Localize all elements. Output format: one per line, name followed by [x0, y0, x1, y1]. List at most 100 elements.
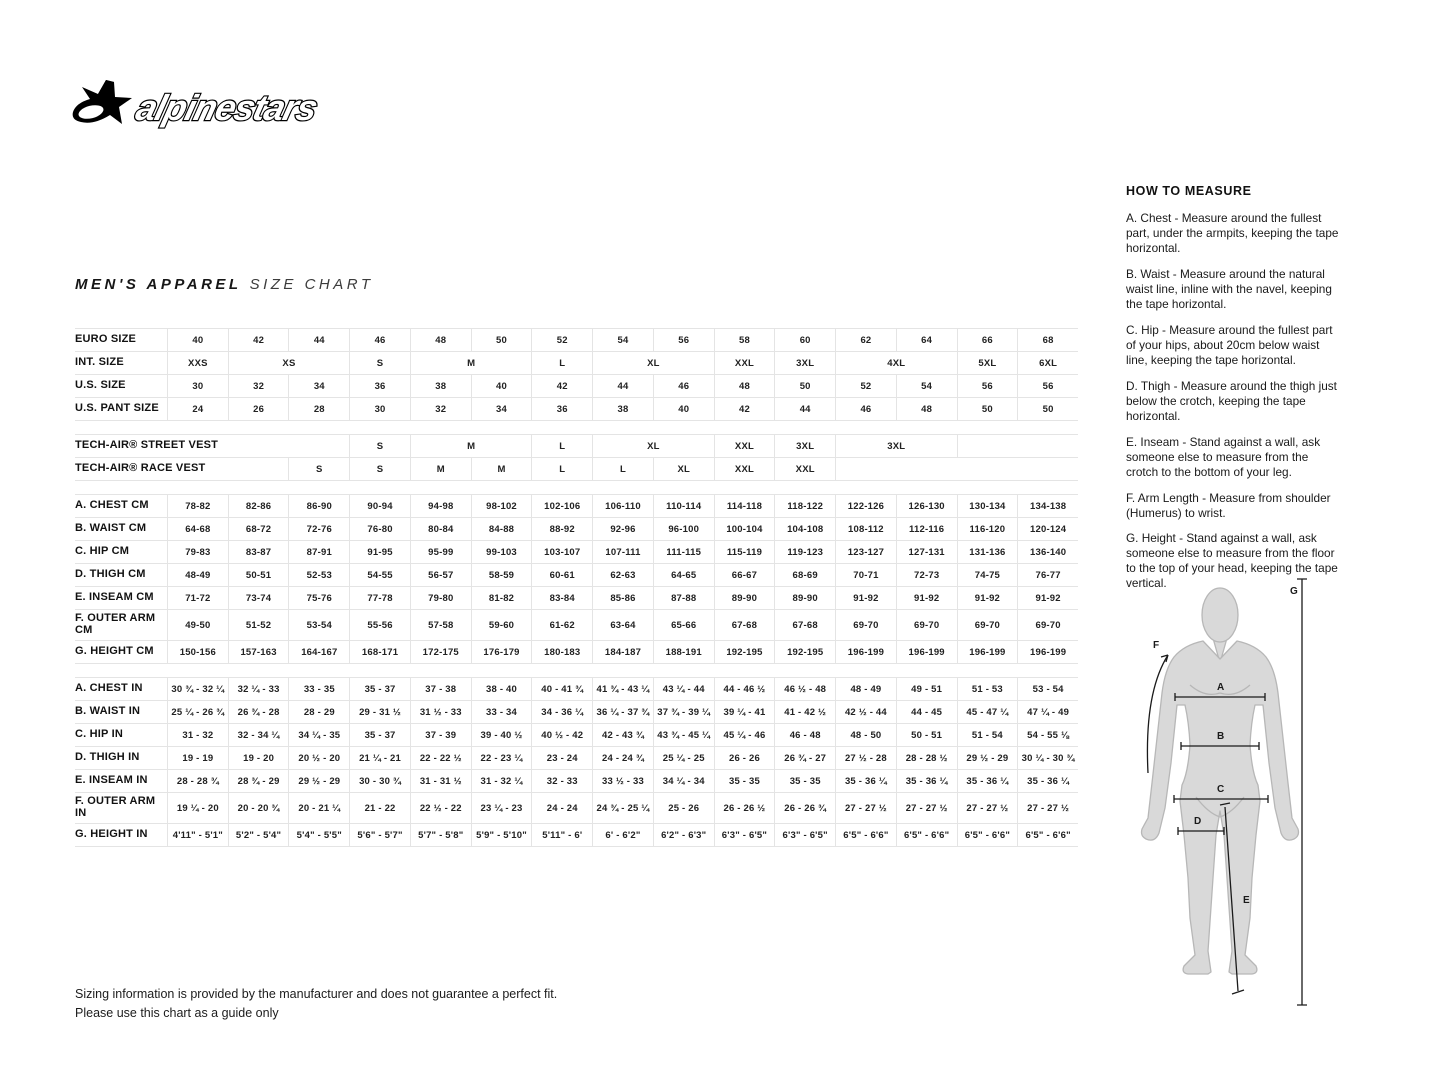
table-cell: 56 [956, 375, 1018, 397]
table-cell: 164-167 [288, 641, 349, 663]
table-cell: 50 [956, 398, 1018, 420]
table-cell: 87-88 [652, 587, 714, 609]
table-cell: 41 - 42 ½ [774, 701, 835, 723]
table-cell: XXL [774, 458, 835, 480]
table-cell: 102-106 [531, 495, 592, 517]
table-cell: S [349, 458, 410, 480]
alpinestars-wordmark: alpinestars [132, 88, 322, 128]
table-cell: 26 ¾ - 28 [227, 701, 289, 723]
measure-instruction: F. Arm Length - Measure from shoulder (H… [1126, 490, 1331, 520]
table-cell-empty [835, 458, 1078, 480]
table-cell: 34 ¼ - 35 [288, 724, 349, 746]
table-cell: 21 - 22 [349, 793, 410, 823]
table-row: TECH-AIR® RACE VEST S S M M L L XL XXL XXL [75, 458, 1078, 481]
table-cell: 56-57 [409, 564, 471, 586]
table-cell: 6XL [1017, 352, 1078, 374]
table-cell: 46 [349, 329, 410, 351]
table-cell: 46 [835, 398, 896, 420]
table-cell: 44 [288, 329, 349, 351]
table-cell: 6'5" - 6'6" [895, 824, 957, 846]
row-label: TECH-AIR® RACE VEST [75, 462, 206, 475]
table-cell: 33 ½ - 33 [592, 770, 653, 792]
measure-line-f [1146, 654, 1169, 774]
table-cell: 68-69 [774, 564, 835, 586]
table-cell: 106-110 [592, 495, 653, 517]
table-cell: 34 [470, 398, 532, 420]
table-cell: 54-55 [349, 564, 410, 586]
table-cell: 69-70 [1017, 610, 1078, 640]
table-cell: M [409, 352, 531, 374]
row-label: C. HIP IN [75, 728, 124, 741]
table-cell: 42 - 43 ¾ [592, 724, 653, 746]
table-cell: 76-80 [349, 518, 410, 540]
table-cell: 87-91 [288, 541, 349, 563]
table-cell: 5'2" - 5'4" [227, 824, 289, 846]
table-cell: 44 - 45 [895, 701, 957, 723]
table-cell: 27 - 27 ½ [956, 793, 1018, 823]
table-cell: 77-78 [349, 587, 410, 609]
table-cell: 22 - 22 ½ [409, 747, 471, 769]
table-cell: 51 - 53 [956, 678, 1018, 700]
table-cell: 62 [835, 329, 896, 351]
table-cell: 38 [592, 398, 653, 420]
table-cell: 94-98 [409, 495, 471, 517]
measure-instruction: C. Hip - Measure around the fullest part… [1126, 322, 1333, 367]
table-cell: 92-96 [592, 518, 653, 540]
table-row: U.S. PANT SIZE 24 26 28 30 32 34 36 38 40 42 44 46 48… [75, 398, 1078, 421]
table-cell: 5'9" - 5'10" [470, 824, 532, 846]
table-cell: 76-77 [1017, 564, 1078, 586]
table-cell: 28 - 28 ¾ [167, 770, 228, 792]
table-cell: M [470, 458, 532, 480]
table-cell: 32 - 33 [531, 770, 592, 792]
table-cell: 188-191 [652, 641, 714, 663]
row-label: B. WAIST IN [75, 705, 141, 718]
table-cell: 5XL [956, 352, 1018, 374]
table-cell: 72-76 [288, 518, 349, 540]
row-label: C. HIP CM [75, 545, 130, 558]
table-cell: 60-61 [531, 564, 592, 586]
row-label: G. HEIGHT IN [75, 828, 148, 841]
table-cell: 6'3" - 6'5" [713, 824, 775, 846]
table-cell: 64 [895, 329, 957, 351]
table-cell: 28 [288, 398, 349, 420]
table-cell: 85-86 [592, 587, 653, 609]
table-cell: 28 - 28 ½ [895, 747, 957, 769]
table-cell: 82-86 [227, 495, 289, 517]
table-cell: 30 [349, 398, 410, 420]
table-cell: 95-99 [409, 541, 471, 563]
table-cell: 6'2" - 6'3" [652, 824, 714, 846]
title-sub: SIZE CHART [249, 276, 374, 293]
table-cell: 34 - 36 ¼ [531, 701, 592, 723]
table-cell: 72-73 [895, 564, 957, 586]
table-cell: 55-56 [349, 610, 410, 640]
table-cell: 29 ½ - 29 [288, 770, 349, 792]
table-row: A. CHEST CM 78-82 82-86 86-90 90-94 94-98 98-1… [75, 495, 1078, 518]
table-cell: 172-175 [409, 641, 471, 663]
table-cell: 26 - 26 ½ [713, 793, 775, 823]
table-group: A. CHEST CM 78-82 82-86 86-90 90-94 94-98 98-1… [75, 494, 1078, 664]
table-cell: 32 ¼ - 33 [227, 678, 289, 700]
table-cell: 49 - 51 [895, 678, 957, 700]
table-cell: 91-92 [1017, 587, 1078, 609]
table-cell: 6'5" - 6'6" [956, 824, 1018, 846]
table-cell: 66 [956, 329, 1018, 351]
table-cell: XL [592, 352, 713, 374]
table-group: A. CHEST IN 30 ¾ - 32 ¼ 32 ¼ - 33 33 - 35 35… [75, 677, 1078, 847]
table-cell: 69-70 [835, 610, 896, 640]
table-cell: 31 - 31 ½ [409, 770, 471, 792]
row-label: U.S. PANT SIZE [75, 402, 159, 415]
table-cell: 48 - 50 [835, 724, 896, 746]
table-row: F. OUTER ARM CM 49-50 51-52 53-54 55-56 57-58… [75, 610, 1078, 641]
table-cell: 168-171 [349, 641, 410, 663]
table-cell: 3XL [774, 352, 835, 374]
table-cell: 34 ¼ - 34 [652, 770, 714, 792]
footnote: Sizing information is provided by the ma… [75, 985, 557, 1024]
table-cell: 196-199 [956, 641, 1018, 663]
table-cell: 83-87 [227, 541, 289, 563]
table-cell: XXL [713, 435, 775, 457]
row-label: EURO SIZE [75, 333, 137, 346]
table-cell: 42 [713, 398, 775, 420]
table-cell: 35 - 36 ¼ [1017, 770, 1078, 792]
table-cell: 19 ¼ - 20 [167, 793, 228, 823]
table-cell: 49-50 [167, 610, 228, 640]
